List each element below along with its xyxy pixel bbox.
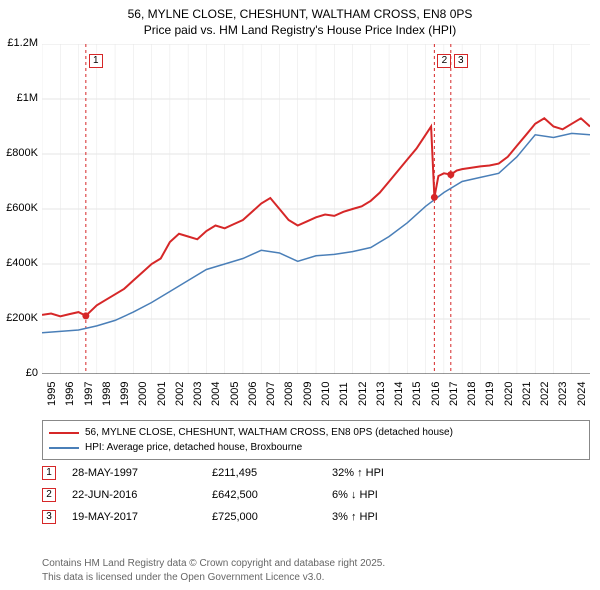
event-date: 19-MAY-2017 xyxy=(72,511,212,523)
event-price: £642,500 xyxy=(212,489,332,501)
x-tick-label: 1998 xyxy=(101,382,113,406)
x-tick-label: 2002 xyxy=(174,382,186,406)
y-tick-label: £0 xyxy=(0,367,38,379)
x-tick-label: 2006 xyxy=(247,382,259,406)
attribution-text: Contains HM Land Registry data © Crown c… xyxy=(42,557,590,584)
event-marker-box: 3 xyxy=(454,54,468,68)
x-tick-label: 2008 xyxy=(283,382,295,406)
event-id-marker: 3 xyxy=(42,510,56,524)
table-row: 1 28-MAY-1997£211,49532% ↑ HPI xyxy=(42,462,590,484)
events-table: 1 28-MAY-1997£211,49532% ↑ HPI 2 22-JUN-201… xyxy=(42,462,590,528)
x-tick-label: 2007 xyxy=(265,382,277,406)
event-marker-box: 2 xyxy=(437,54,451,68)
x-tick-label: 2005 xyxy=(229,382,241,406)
legend-label-property: 56, MYLNE CLOSE, CHESHUNT, WALTHAM CROSS… xyxy=(85,425,453,440)
x-tick-label: 1995 xyxy=(46,382,58,406)
y-tick-label: £800K xyxy=(0,147,38,159)
chart-plot-area xyxy=(42,44,590,374)
event-price: £725,000 xyxy=(212,511,332,523)
x-tick-label: 2009 xyxy=(302,382,314,406)
x-tick-label: 2013 xyxy=(375,382,387,406)
x-tick-label: 2018 xyxy=(466,382,478,406)
x-tick-label: 2003 xyxy=(192,382,204,406)
legend-swatch-hpi xyxy=(49,447,79,449)
chart-title: 56, MYLNE CLOSE, CHESHUNT, WALTHAM CROSS… xyxy=(0,0,600,38)
legend-label-hpi: HPI: Average price, detached house, Brox… xyxy=(85,440,302,455)
event-delta: 6% ↓ HPI xyxy=(332,489,452,501)
event-id-marker: 1 xyxy=(42,466,56,480)
event-delta: 32% ↑ HPI xyxy=(332,467,452,479)
y-tick-label: £400K xyxy=(0,257,38,269)
event-id-marker: 2 xyxy=(42,488,56,502)
table-row: 3 19-MAY-2017£725,0003% ↑ HPI xyxy=(42,506,590,528)
x-tick-label: 2021 xyxy=(521,382,533,406)
x-tick-label: 2017 xyxy=(448,382,460,406)
title-line-1: 56, MYLNE CLOSE, CHESHUNT, WALTHAM CROSS… xyxy=(0,6,600,22)
legend-swatch-property xyxy=(49,432,79,434)
attribution-line-1: Contains HM Land Registry data © Crown c… xyxy=(42,557,590,571)
x-tick-label: 2011 xyxy=(338,382,350,406)
x-tick-label: 2015 xyxy=(411,382,423,406)
x-tick-label: 1997 xyxy=(83,382,95,406)
event-date: 28-MAY-1997 xyxy=(72,467,212,479)
x-tick-label: 2004 xyxy=(210,382,222,406)
x-tick-label: 2016 xyxy=(430,382,442,406)
event-date: 22-JUN-2016 xyxy=(72,489,212,501)
legend-row: 56, MYLNE CLOSE, CHESHUNT, WALTHAM CROSS… xyxy=(49,425,583,440)
x-tick-label: 2020 xyxy=(503,382,515,406)
x-tick-label: 2023 xyxy=(557,382,569,406)
x-tick-label: 2014 xyxy=(393,382,405,406)
chart-legend: 56, MYLNE CLOSE, CHESHUNT, WALTHAM CROSS… xyxy=(42,420,590,460)
attribution-line-2: This data is licensed under the Open Gov… xyxy=(42,571,590,585)
chart-svg xyxy=(42,44,590,374)
table-row: 2 22-JUN-2016£642,5006% ↓ HPI xyxy=(42,484,590,506)
event-marker-box: 1 xyxy=(89,54,103,68)
event-price: £211,495 xyxy=(212,467,332,479)
y-tick-label: £1M xyxy=(0,92,38,104)
event-delta: 3% ↑ HPI xyxy=(332,511,452,523)
x-tick-label: 2010 xyxy=(320,382,332,406)
x-tick-label: 2019 xyxy=(484,382,496,406)
x-tick-label: 2022 xyxy=(539,382,551,406)
x-tick-label: 2024 xyxy=(576,382,588,406)
x-tick-label: 1996 xyxy=(64,382,76,406)
x-tick-label: 2012 xyxy=(357,382,369,406)
title-line-2: Price paid vs. HM Land Registry's House … xyxy=(0,22,600,38)
y-tick-label: £600K xyxy=(0,202,38,214)
x-tick-label: 2000 xyxy=(137,382,149,406)
y-tick-label: £1.2M xyxy=(0,37,38,49)
x-tick-label: 1999 xyxy=(119,382,131,406)
y-tick-label: £200K xyxy=(0,312,38,324)
legend-row: HPI: Average price, detached house, Brox… xyxy=(49,440,583,455)
x-tick-label: 2001 xyxy=(156,382,168,406)
